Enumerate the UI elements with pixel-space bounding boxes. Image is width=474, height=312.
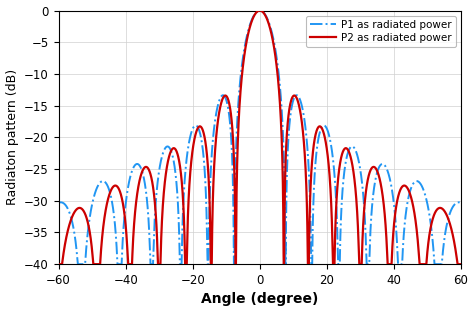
P1 as radiated power <box>318 128 323 132</box>
Legend: P1 as radiated power, P2 as radiated power: P1 as radiated power, P2 as radiated pow… <box>306 16 456 47</box>
P2 as radiated power <box>297 108 303 112</box>
P1 as radiated power <box>257 9 263 12</box>
P2 as radiated power <box>356 254 362 258</box>
P1 as radiated power <box>458 201 464 205</box>
P2 as radiated power <box>387 262 392 266</box>
Y-axis label: Radiaton pattern (dB): Radiaton pattern (dB) <box>6 69 18 205</box>
P2 as radiated power <box>257 9 263 12</box>
Line: P1 as radiated power: P1 as radiated power <box>59 11 461 264</box>
Line: P2 as radiated power: P2 as radiated power <box>59 11 461 264</box>
P2 as radiated power <box>129 262 135 266</box>
P1 as radiated power <box>210 144 215 147</box>
P2 as radiated power <box>318 125 323 129</box>
P1 as radiated power <box>356 161 362 164</box>
P2 as radiated power <box>210 219 215 223</box>
P1 as radiated power <box>297 98 303 102</box>
P1 as radiated power <box>56 201 62 205</box>
P1 as radiated power <box>387 176 392 180</box>
P1 as radiated power <box>129 170 135 173</box>
P2 as radiated power <box>458 262 464 266</box>
P2 as radiated power <box>56 262 62 266</box>
P1 as radiated power <box>75 262 81 266</box>
X-axis label: Angle (degree): Angle (degree) <box>201 292 319 306</box>
